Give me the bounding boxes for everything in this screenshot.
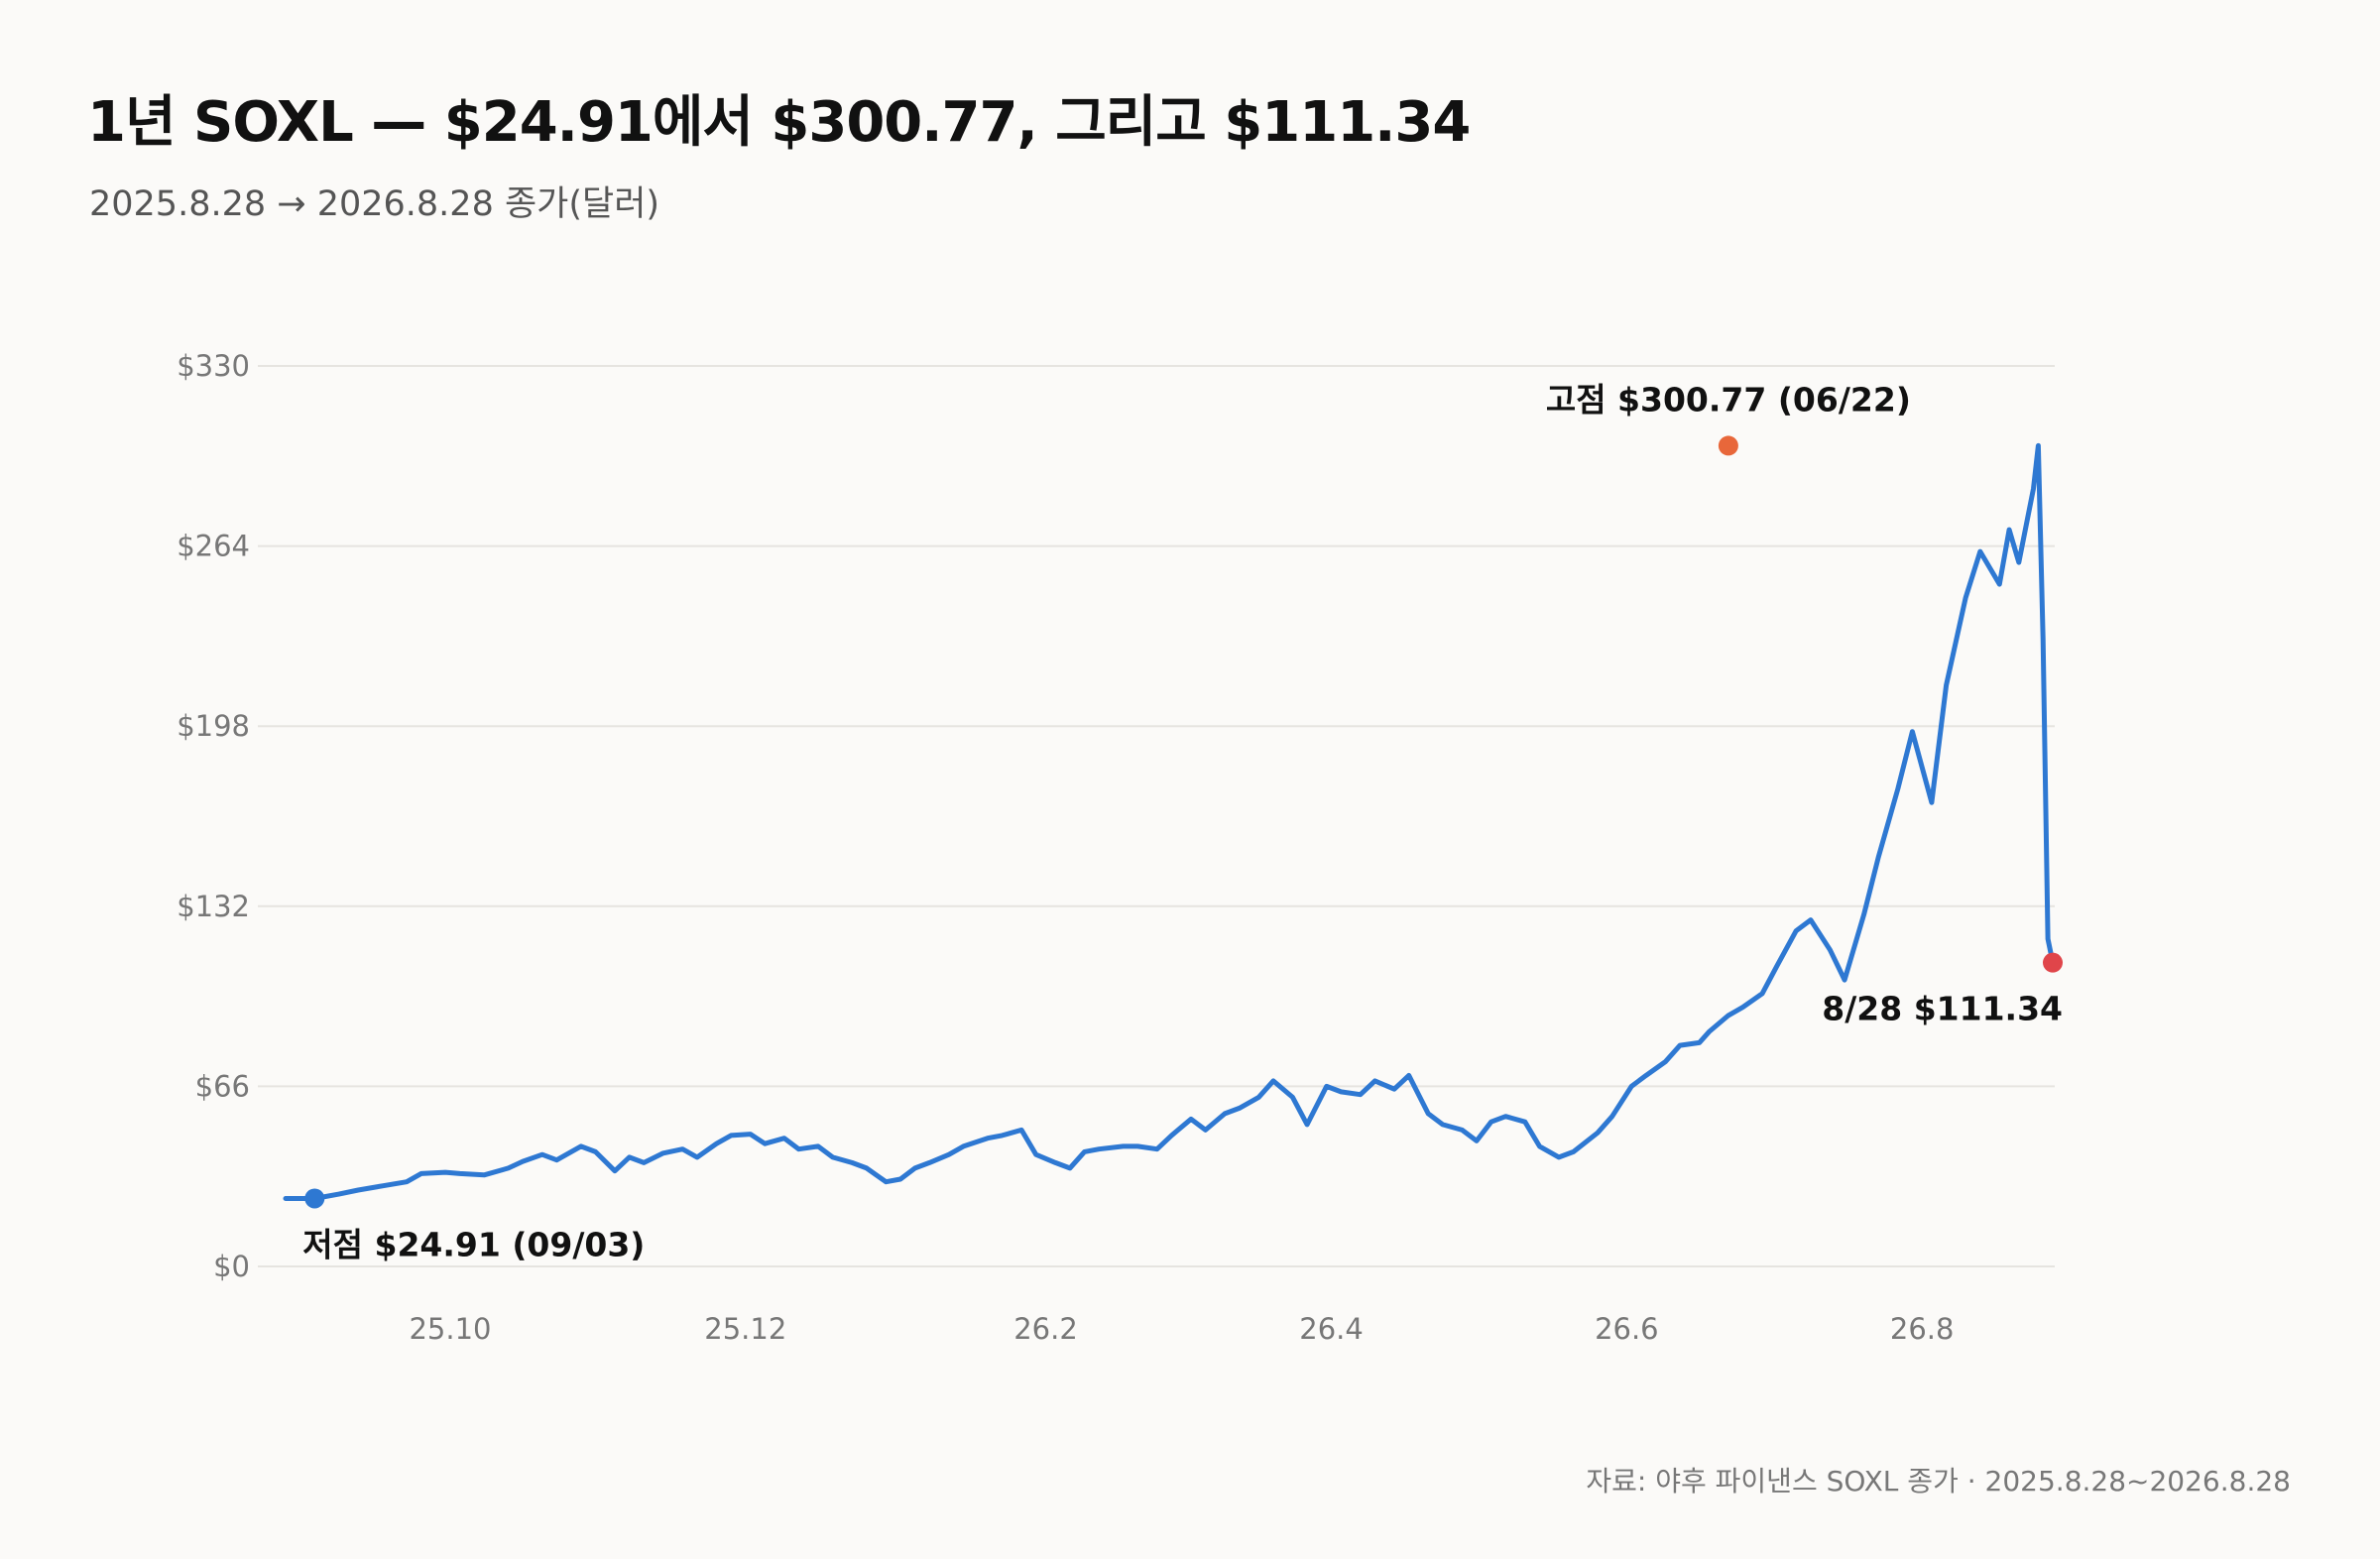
y-tick-label: $264 — [177, 530, 250, 563]
high-point-marker — [1718, 435, 1738, 456]
x-tick-label: 25.10 — [409, 1312, 491, 1346]
chart-subtitle: 2025.8.28 → 2026.8.28 종가(달러) — [89, 184, 660, 224]
x-tick-label: 26.4 — [1299, 1312, 1364, 1346]
high-point-label: 고점 $300.77 (06/22) — [1546, 380, 1911, 419]
x-tick-label: 26.6 — [1595, 1312, 1659, 1346]
last-point-marker — [2043, 952, 2063, 973]
y-axis: $0 $66 $132 $198 $264 $330 — [177, 349, 250, 1283]
y-tick-label: $330 — [177, 349, 250, 383]
source-note: 자료: 야후 파이낸스 SOXL 종가 · 2025.8.28~2026.8.2… — [1586, 1465, 2291, 1498]
x-tick-label: 26.2 — [1013, 1312, 1078, 1346]
low-point-marker — [304, 1188, 325, 1209]
x-tick-label: 25.12 — [704, 1312, 786, 1346]
chart-title: 1년 SOXL — $24.91에서 $300.77, 그리고 $111.34 — [87, 90, 1471, 155]
x-axis: 25.10 25.12 26.2 26.4 26.6 26.8 — [409, 1312, 1954, 1346]
y-tick-label: $198 — [177, 709, 250, 743]
grid-layer — [258, 365, 2055, 1267]
y-tick-label: $132 — [177, 890, 250, 923]
y-tick-label: $66 — [195, 1069, 250, 1103]
x-tick-label: 26.8 — [1890, 1312, 1955, 1346]
price-line — [283, 442, 2056, 1201]
last-point-label: 8/28 $111.34 — [1822, 990, 2063, 1028]
y-tick-label: $0 — [213, 1250, 250, 1283]
annotation-layer: 저점 $24.91 (09/03) 고점 $300.77 (06/22) 8/28 … — [302, 380, 2063, 1263]
low-point-label: 저점 $24.91 (09/03) — [302, 1225, 645, 1263]
series-layer — [283, 442, 2056, 1201]
